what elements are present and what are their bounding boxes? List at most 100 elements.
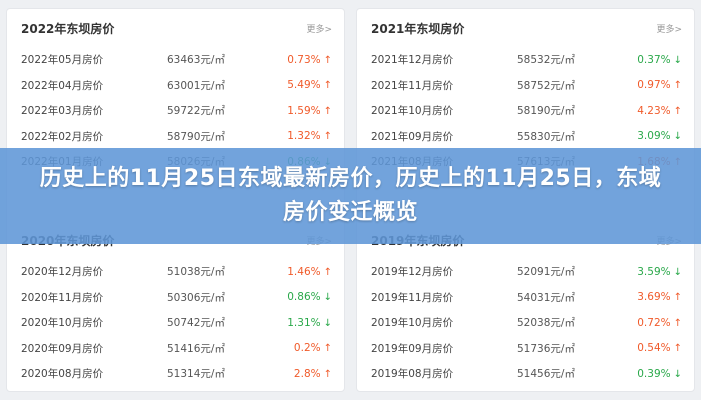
price-value: 58532元/㎡ (517, 54, 575, 67)
price-row[interactable]: 2021年11月房价 58752元/㎡ 0.97% ↑ (357, 73, 694, 99)
change-value: 2.8% (293, 367, 321, 380)
arrow-up-icon: ↑ (323, 54, 332, 66)
arrow-down-icon: ↓ (673, 368, 682, 380)
month-label: 2022年03月房价 (21, 105, 104, 118)
change-value: 0.39% (637, 367, 671, 380)
change-percent: 1.46% ↑ (267, 266, 334, 278)
price-list: 2019年12月房价 52091元/㎡ 3.59% ↓ 2019年11月房价 54031元… (357, 259, 694, 387)
arrow-up-icon: ↑ (673, 105, 682, 117)
change-percent: 0.73% ↑ (267, 54, 334, 66)
arrow-up-icon: ↑ (323, 343, 332, 355)
price-value: 50306元/㎡ (167, 291, 225, 304)
price-value: 54031元/㎡ (517, 291, 575, 304)
change-value: 3.69% (637, 291, 671, 304)
price-value: 58752元/㎡ (517, 79, 575, 92)
price-value: 52091元/㎡ (517, 266, 575, 279)
price-row[interactable]: 2019年11月房价 54031元/㎡ 3.69% ↑ (357, 285, 694, 311)
price-value: 55830元/㎡ (517, 130, 575, 143)
price-row[interactable]: 2020年11月房价 50306元/㎡ 0.86% ↓ (7, 285, 344, 311)
month-label: 2019年08月房价 (371, 368, 454, 381)
price-row[interactable]: 2021年10月房价 58190元/㎡ 4.23% ↑ (357, 98, 694, 124)
month-label: 2020年11月房价 (21, 291, 104, 304)
title-banner: 历史上的11月25日东域最新房价，历史上的11月25日，东域房价变迁概览 (0, 148, 701, 244)
arrow-up-icon: ↑ (323, 131, 332, 143)
arrow-up-icon: ↑ (673, 80, 682, 92)
change-percent: 0.97% ↑ (617, 79, 684, 91)
price-value: 51314元/㎡ (167, 368, 225, 381)
arrow-up-icon: ↑ (323, 368, 332, 380)
month-label: 2019年11月房价 (371, 291, 454, 304)
arrow-down-icon: ↓ (323, 317, 332, 329)
arrow-down-icon: ↓ (323, 292, 332, 304)
price-row[interactable]: 2019年08月房价 51456元/㎡ 0.39% ↓ (357, 361, 694, 387)
change-value: 1.31% (287, 316, 321, 329)
change-percent: 1.32% ↑ (267, 130, 334, 142)
price-value: 58190元/㎡ (517, 105, 575, 118)
price-row[interactable]: 2019年09月房价 51736元/㎡ 0.54% ↑ (357, 336, 694, 362)
price-row[interactable]: 2022年04月房价 63001元/㎡ 5.49% ↑ (7, 73, 344, 99)
price-value: 59722元/㎡ (167, 105, 225, 118)
price-row[interactable]: 2021年12月房价 58532元/㎡ 0.37% ↓ (357, 47, 694, 73)
change-percent: 2.8% ↑ (267, 368, 334, 380)
change-percent: 4.23% ↑ (617, 105, 684, 117)
price-value: 51416元/㎡ (167, 342, 225, 355)
month-label: 2019年09月房价 (371, 342, 454, 355)
change-percent: 5.49% ↑ (267, 79, 334, 91)
change-percent: 1.31% ↓ (267, 317, 334, 329)
month-label: 2020年09月房价 (21, 342, 104, 355)
month-label: 2020年08月房价 (21, 368, 104, 381)
more-link[interactable]: 更多> (656, 24, 682, 35)
price-row[interactable]: 2020年09月房价 51416元/㎡ 0.2% ↑ (7, 336, 344, 362)
change-percent: 3.09% ↓ (617, 130, 684, 142)
price-row[interactable]: 2022年02月房价 58790元/㎡ 1.32% ↑ (7, 124, 344, 150)
change-percent: 0.72% ↑ (617, 317, 684, 329)
month-label: 2021年11月房价 (371, 79, 454, 92)
month-label: 2021年09月房价 (371, 130, 454, 143)
price-value: 51038元/㎡ (167, 266, 225, 279)
price-block-2019: 2019年东坝房价 更多> 2019年12月房价52091元/㎡3.59%↓20… (357, 221, 694, 387)
change-value: 0.37% (637, 53, 671, 66)
arrow-down-icon: ↓ (673, 54, 682, 66)
change-value: 3.09% (637, 130, 671, 143)
change-value: 0.73% (287, 53, 321, 66)
arrow-up-icon: ↑ (323, 105, 332, 117)
month-label: 2020年10月房价 (21, 317, 104, 330)
change-percent: 3.59% ↓ (617, 266, 684, 278)
block-header: 2022年东坝房价 更多> (7, 9, 344, 47)
change-value: 4.23% (637, 104, 671, 117)
change-value: 0.2% (293, 342, 321, 355)
block-title: 2022年东坝房价 (21, 21, 115, 36)
month-label: 2022年02月房价 (21, 130, 104, 143)
price-list: 2020年12月房价 51038元/㎡ 1.46% ↑ 2020年11月房价 50306元… (7, 259, 344, 387)
month-label: 2021年10月房价 (371, 105, 454, 118)
price-value: 52038元/㎡ (517, 317, 575, 330)
arrow-up-icon: ↑ (673, 317, 682, 329)
price-row[interactable]: 2022年05月房价 63463元/㎡ 0.73% ↑ (7, 47, 344, 73)
price-row[interactable]: 2021年09月房价 55830元/㎡ 3.09% ↓ (357, 124, 694, 150)
price-value: 63001元/㎡ (167, 79, 225, 92)
change-percent: 1.59% ↑ (267, 105, 334, 117)
price-row[interactable]: 2019年10月房价 52038元/㎡ 0.72% ↑ (357, 310, 694, 336)
change-value: 3.59% (637, 265, 671, 278)
change-value: 0.54% (637, 342, 671, 355)
arrow-up-icon: ↑ (323, 266, 332, 278)
change-value: 1.59% (287, 104, 321, 117)
price-row[interactable]: 2022年03月房价 59722元/㎡ 1.59% ↑ (7, 98, 344, 124)
change-percent: 0.39% ↓ (617, 368, 684, 380)
month-label: 2022年04月房价 (21, 79, 104, 92)
price-value: 50742元/㎡ (167, 317, 225, 330)
arrow-up-icon: ↑ (673, 343, 682, 355)
more-link[interactable]: 更多> (306, 24, 332, 35)
price-block-2020: 2020年东坝房价 更多> 2020年12月房价51038元/㎡1.46%↑20… (7, 221, 344, 387)
change-value: 1.46% (287, 265, 321, 278)
banner-title: 历史上的11月25日东域最新房价，历史上的11月25日，东域房价变迁概览 (39, 166, 662, 225)
arrow-up-icon: ↑ (323, 80, 332, 92)
price-row[interactable]: 2019年12月房价 52091元/㎡ 3.59% ↓ (357, 259, 694, 285)
block-header: 2021年东坝房价 更多> (357, 9, 694, 47)
price-row[interactable]: 2020年12月房价 51038元/㎡ 1.46% ↑ (7, 259, 344, 285)
change-percent: 0.86%↓ (267, 291, 334, 303)
block-title: 2021年东坝房价 (371, 21, 465, 36)
price-row[interactable]: 2020年10月房价 50742元/㎡ 1.31% ↓ (7, 310, 344, 336)
price-row[interactable]: 2020年08月房价 51314元/㎡ 2.8% ↑ (7, 361, 344, 387)
arrow-down-icon: ↓ (673, 266, 682, 278)
